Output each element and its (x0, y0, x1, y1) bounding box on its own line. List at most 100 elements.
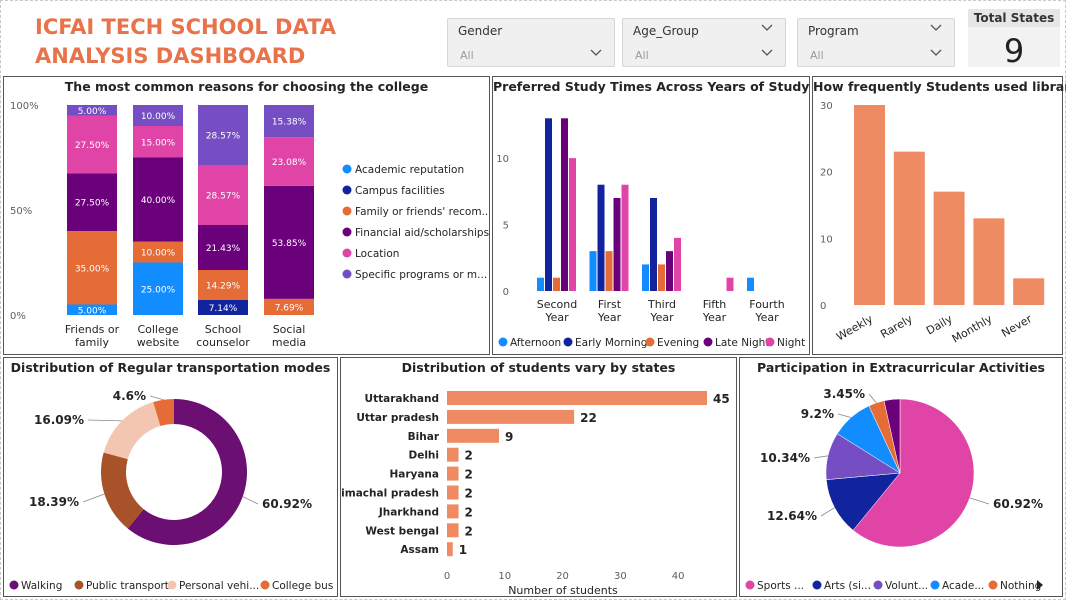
library-panel: How frequently Students used library 0 10… (812, 76, 1066, 355)
bar (650, 198, 657, 291)
x-tick-label: 10 (498, 571, 511, 582)
data-label: 15.00% (141, 138, 176, 148)
x-tick-label: Year (754, 311, 779, 324)
bar-segment (264, 298, 314, 315)
x-tick-label: School (205, 323, 242, 336)
data-label: 28.57% (206, 131, 241, 141)
bar (621, 184, 629, 291)
age-group-slicer[interactable]: Age_Group All (622, 18, 786, 67)
data-label: 22 (580, 411, 597, 425)
data-label: 3.45% (823, 387, 865, 401)
y-tick-label: 30 (820, 101, 833, 112)
data-label: 60.92% (993, 497, 1043, 511)
bar-segment (67, 304, 117, 315)
data-label: 1 (459, 543, 467, 557)
legend-marker (342, 227, 352, 237)
data-label: 9 (505, 430, 513, 444)
y-tick-label: 20 (820, 168, 833, 179)
gender-slicer-value: All (460, 49, 474, 62)
donut-slice (153, 399, 174, 426)
bar (447, 523, 459, 538)
data-label: 2 (465, 524, 473, 538)
bar (569, 158, 576, 291)
chevron-down-icon[interactable] (930, 24, 942, 32)
bar (854, 105, 885, 305)
bar (642, 264, 649, 291)
bar-segment (67, 105, 117, 116)
bar (658, 264, 665, 291)
legend-marker (745, 580, 755, 590)
legend-marker (645, 337, 655, 347)
bar (747, 277, 754, 291)
x-tick-label: media (272, 336, 306, 349)
bar (933, 191, 965, 305)
legend-item: Arts (si... (824, 580, 871, 592)
card-title: Total States (968, 9, 1060, 27)
data-label: 12.64% (767, 509, 817, 523)
y-tick-label: Assam (400, 544, 439, 556)
chevron-down-icon[interactable] (590, 49, 602, 57)
x-tick-label: website (137, 336, 180, 349)
x-tick-label: 0 (444, 571, 450, 582)
bar (589, 251, 597, 291)
bar (1013, 278, 1045, 305)
chevron-down-icon[interactable] (930, 49, 942, 57)
bar (613, 198, 621, 291)
x-tick-label: 30 (614, 571, 627, 582)
leader-line (813, 455, 829, 459)
y-tick-label: Haryana (389, 469, 439, 481)
x-tick-label: Social (273, 323, 306, 336)
legend-marker (988, 580, 998, 590)
legend-marker (74, 580, 84, 590)
legend-item: Night (777, 337, 805, 349)
data-label: 10.00% (141, 112, 176, 122)
legend-item: Campus facilities (355, 185, 445, 197)
dashboard-title: ICFAI TECH SCHOOL DATA ANALYSIS DASHBOAR… (35, 15, 337, 68)
bar (597, 184, 605, 291)
gender-slicer[interactable]: Gender All (447, 18, 615, 67)
chevron-down-icon[interactable] (761, 24, 773, 32)
total-states-card: Total States 9 (968, 9, 1060, 70)
bar (605, 251, 613, 291)
bar-segment (198, 300, 248, 315)
chevron-down-icon[interactable] (761, 49, 773, 57)
chevron-right-icon[interactable] (1037, 580, 1043, 590)
legend-item: Location (355, 248, 399, 260)
bar-segment (198, 224, 248, 270)
legend-item: Nothing (1000, 580, 1041, 592)
data-label: 35.00% (75, 264, 110, 274)
data-label: 5.00% (78, 306, 107, 316)
data-label: 45 (713, 392, 730, 406)
y-tick-label: 0% (10, 311, 26, 322)
legend-item: Personal vehi... (179, 580, 259, 592)
x-tick-label: family (75, 336, 109, 349)
legend-item: Afternoon (510, 337, 561, 349)
x-tick-label: Year (649, 311, 674, 324)
data-label: 16.09% (34, 413, 84, 427)
bar (726, 277, 734, 291)
bar-segment (264, 185, 314, 299)
x-tick-label: Year (597, 311, 622, 324)
gender-slicer-label: Gender (458, 24, 503, 38)
legend-marker (563, 337, 573, 347)
data-label: 10.34% (760, 451, 810, 465)
x-tick-label: College (137, 323, 178, 336)
legend-item: Early Morning (575, 337, 647, 349)
bar (447, 504, 459, 519)
legend-marker (342, 185, 352, 195)
data-label: 53.85% (272, 239, 307, 249)
program-slicer[interactable]: Program All (797, 18, 955, 67)
bar-segment (264, 137, 314, 186)
data-label: 27.50% (75, 199, 110, 209)
legend-marker (873, 580, 883, 590)
legend-item: Financial aid/scholarships (355, 227, 489, 239)
program-slicer-value: All (810, 49, 824, 62)
y-tick-label: 0 (820, 301, 826, 312)
data-label: 60.92% (262, 497, 312, 511)
bar-segment (67, 231, 117, 305)
bar (545, 118, 552, 292)
data-label: 15.38% (272, 118, 307, 128)
bar-segment (133, 105, 183, 126)
x-axis-label: Number of students (508, 584, 618, 596)
bar-segment (198, 269, 248, 301)
